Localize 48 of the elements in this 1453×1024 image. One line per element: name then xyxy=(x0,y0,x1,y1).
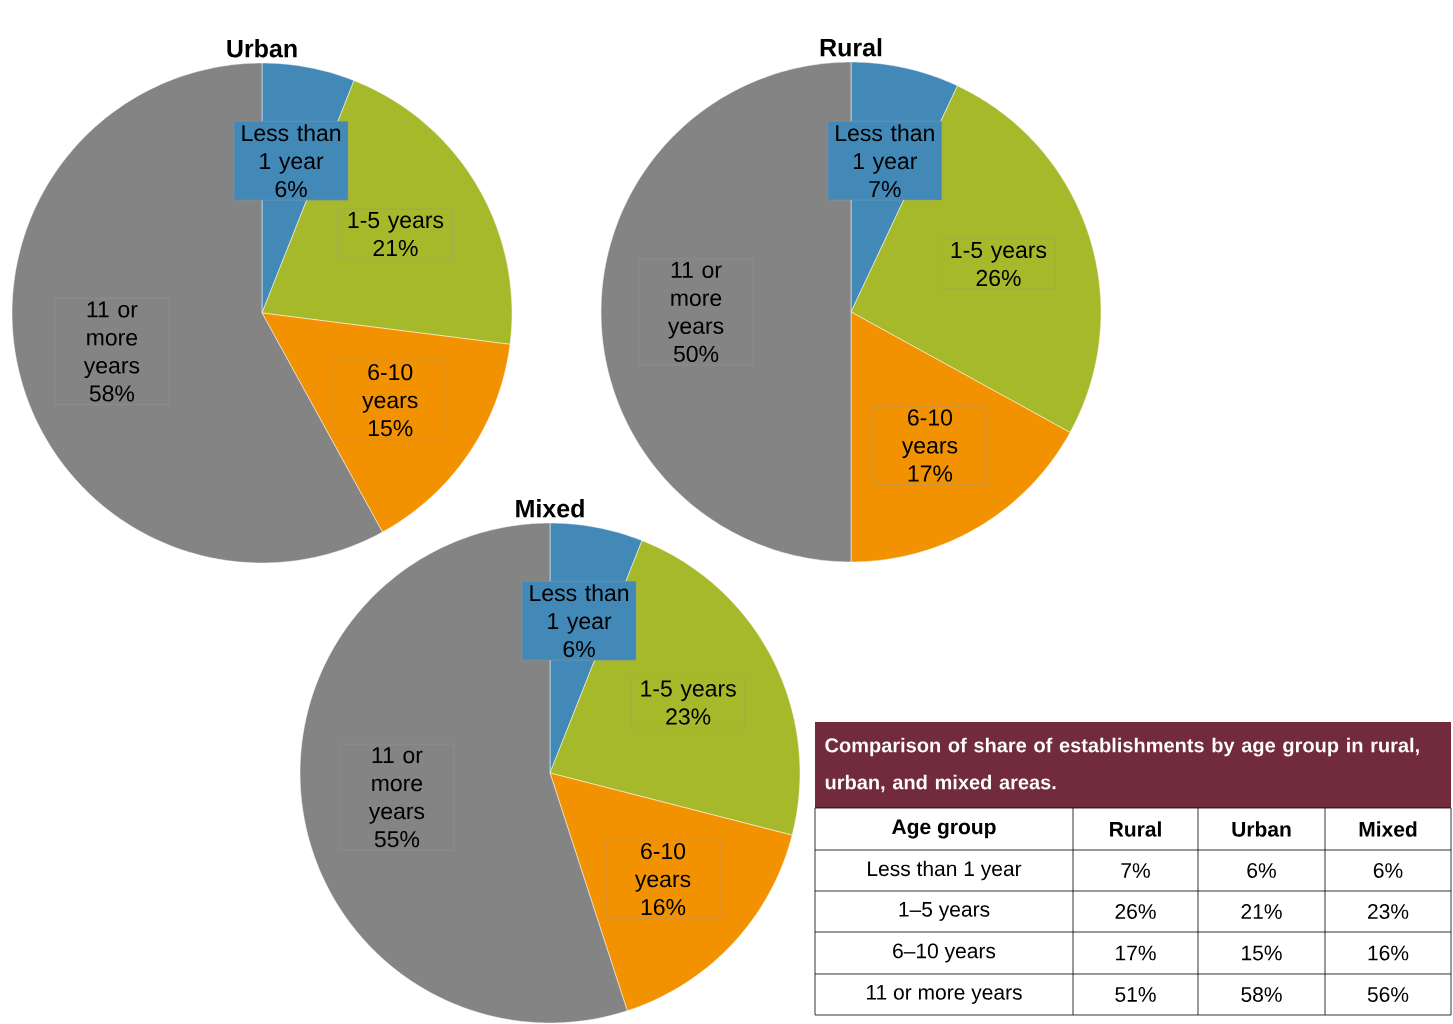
data-label: 26% xyxy=(976,269,1021,287)
text: 6–10 years xyxy=(893,943,996,963)
data-label: 7% xyxy=(869,181,901,198)
text: 11 or more years xyxy=(867,985,1022,1004)
slice-label: 1-5 years xyxy=(951,242,1047,263)
text: Age group xyxy=(892,819,996,839)
slice-label: 11 or more years xyxy=(83,301,140,379)
data-label: 55% xyxy=(374,831,420,848)
text: 16% xyxy=(1368,945,1409,961)
text: 56% xyxy=(1367,987,1409,1002)
text: Rural xyxy=(1110,821,1161,837)
data-label: 21% xyxy=(373,239,418,257)
text: 58% xyxy=(1241,987,1282,1002)
chart-title: Urban xyxy=(227,39,297,58)
data-label: 6% xyxy=(275,180,307,198)
slice-label: 11 or more years xyxy=(368,747,425,824)
text: 15% xyxy=(1242,945,1282,961)
text: Urban xyxy=(1232,821,1291,837)
slice-label: 1-5 years xyxy=(641,680,736,702)
text: 26% xyxy=(1115,904,1156,919)
data-label: 17% xyxy=(908,465,953,482)
text: Mixed xyxy=(1359,821,1417,837)
text: 21% xyxy=(1241,904,1282,919)
slice-label: 1-5 years xyxy=(348,212,444,233)
text: 6% xyxy=(1247,863,1276,878)
data-label: 58% xyxy=(89,385,135,402)
slice-label: 11 or more years xyxy=(667,261,724,339)
chart-title: Mixed xyxy=(516,499,584,518)
text: 1–5 years xyxy=(899,902,990,921)
text: 51% xyxy=(1115,987,1156,1002)
slice-label: 6-10 years xyxy=(634,842,691,892)
slice-label: 6-10 years xyxy=(362,363,418,413)
slice-label: 6-10 years xyxy=(901,409,958,459)
text: 23% xyxy=(1368,904,1409,919)
text: Less than 1 year xyxy=(868,860,1022,881)
slice-label: Less than 1 year xyxy=(530,584,629,634)
chart-title: Rural xyxy=(820,38,882,57)
data-label: 15% xyxy=(368,420,413,437)
data-label: 16% xyxy=(641,898,686,916)
slice-label: Less than 1 year xyxy=(242,124,341,174)
text: 7% xyxy=(1121,863,1150,878)
text: 17% xyxy=(1116,945,1156,961)
text: Comparison of share of establishments by age group in rural, urban, and mixed areas. xyxy=(825,737,1419,793)
text: 6% xyxy=(1373,863,1403,878)
data-label: 23% xyxy=(666,708,711,725)
slice-label: Less than 1 year xyxy=(836,124,934,174)
data-label: 6% xyxy=(563,640,595,658)
data-label: 50% xyxy=(673,345,719,363)
